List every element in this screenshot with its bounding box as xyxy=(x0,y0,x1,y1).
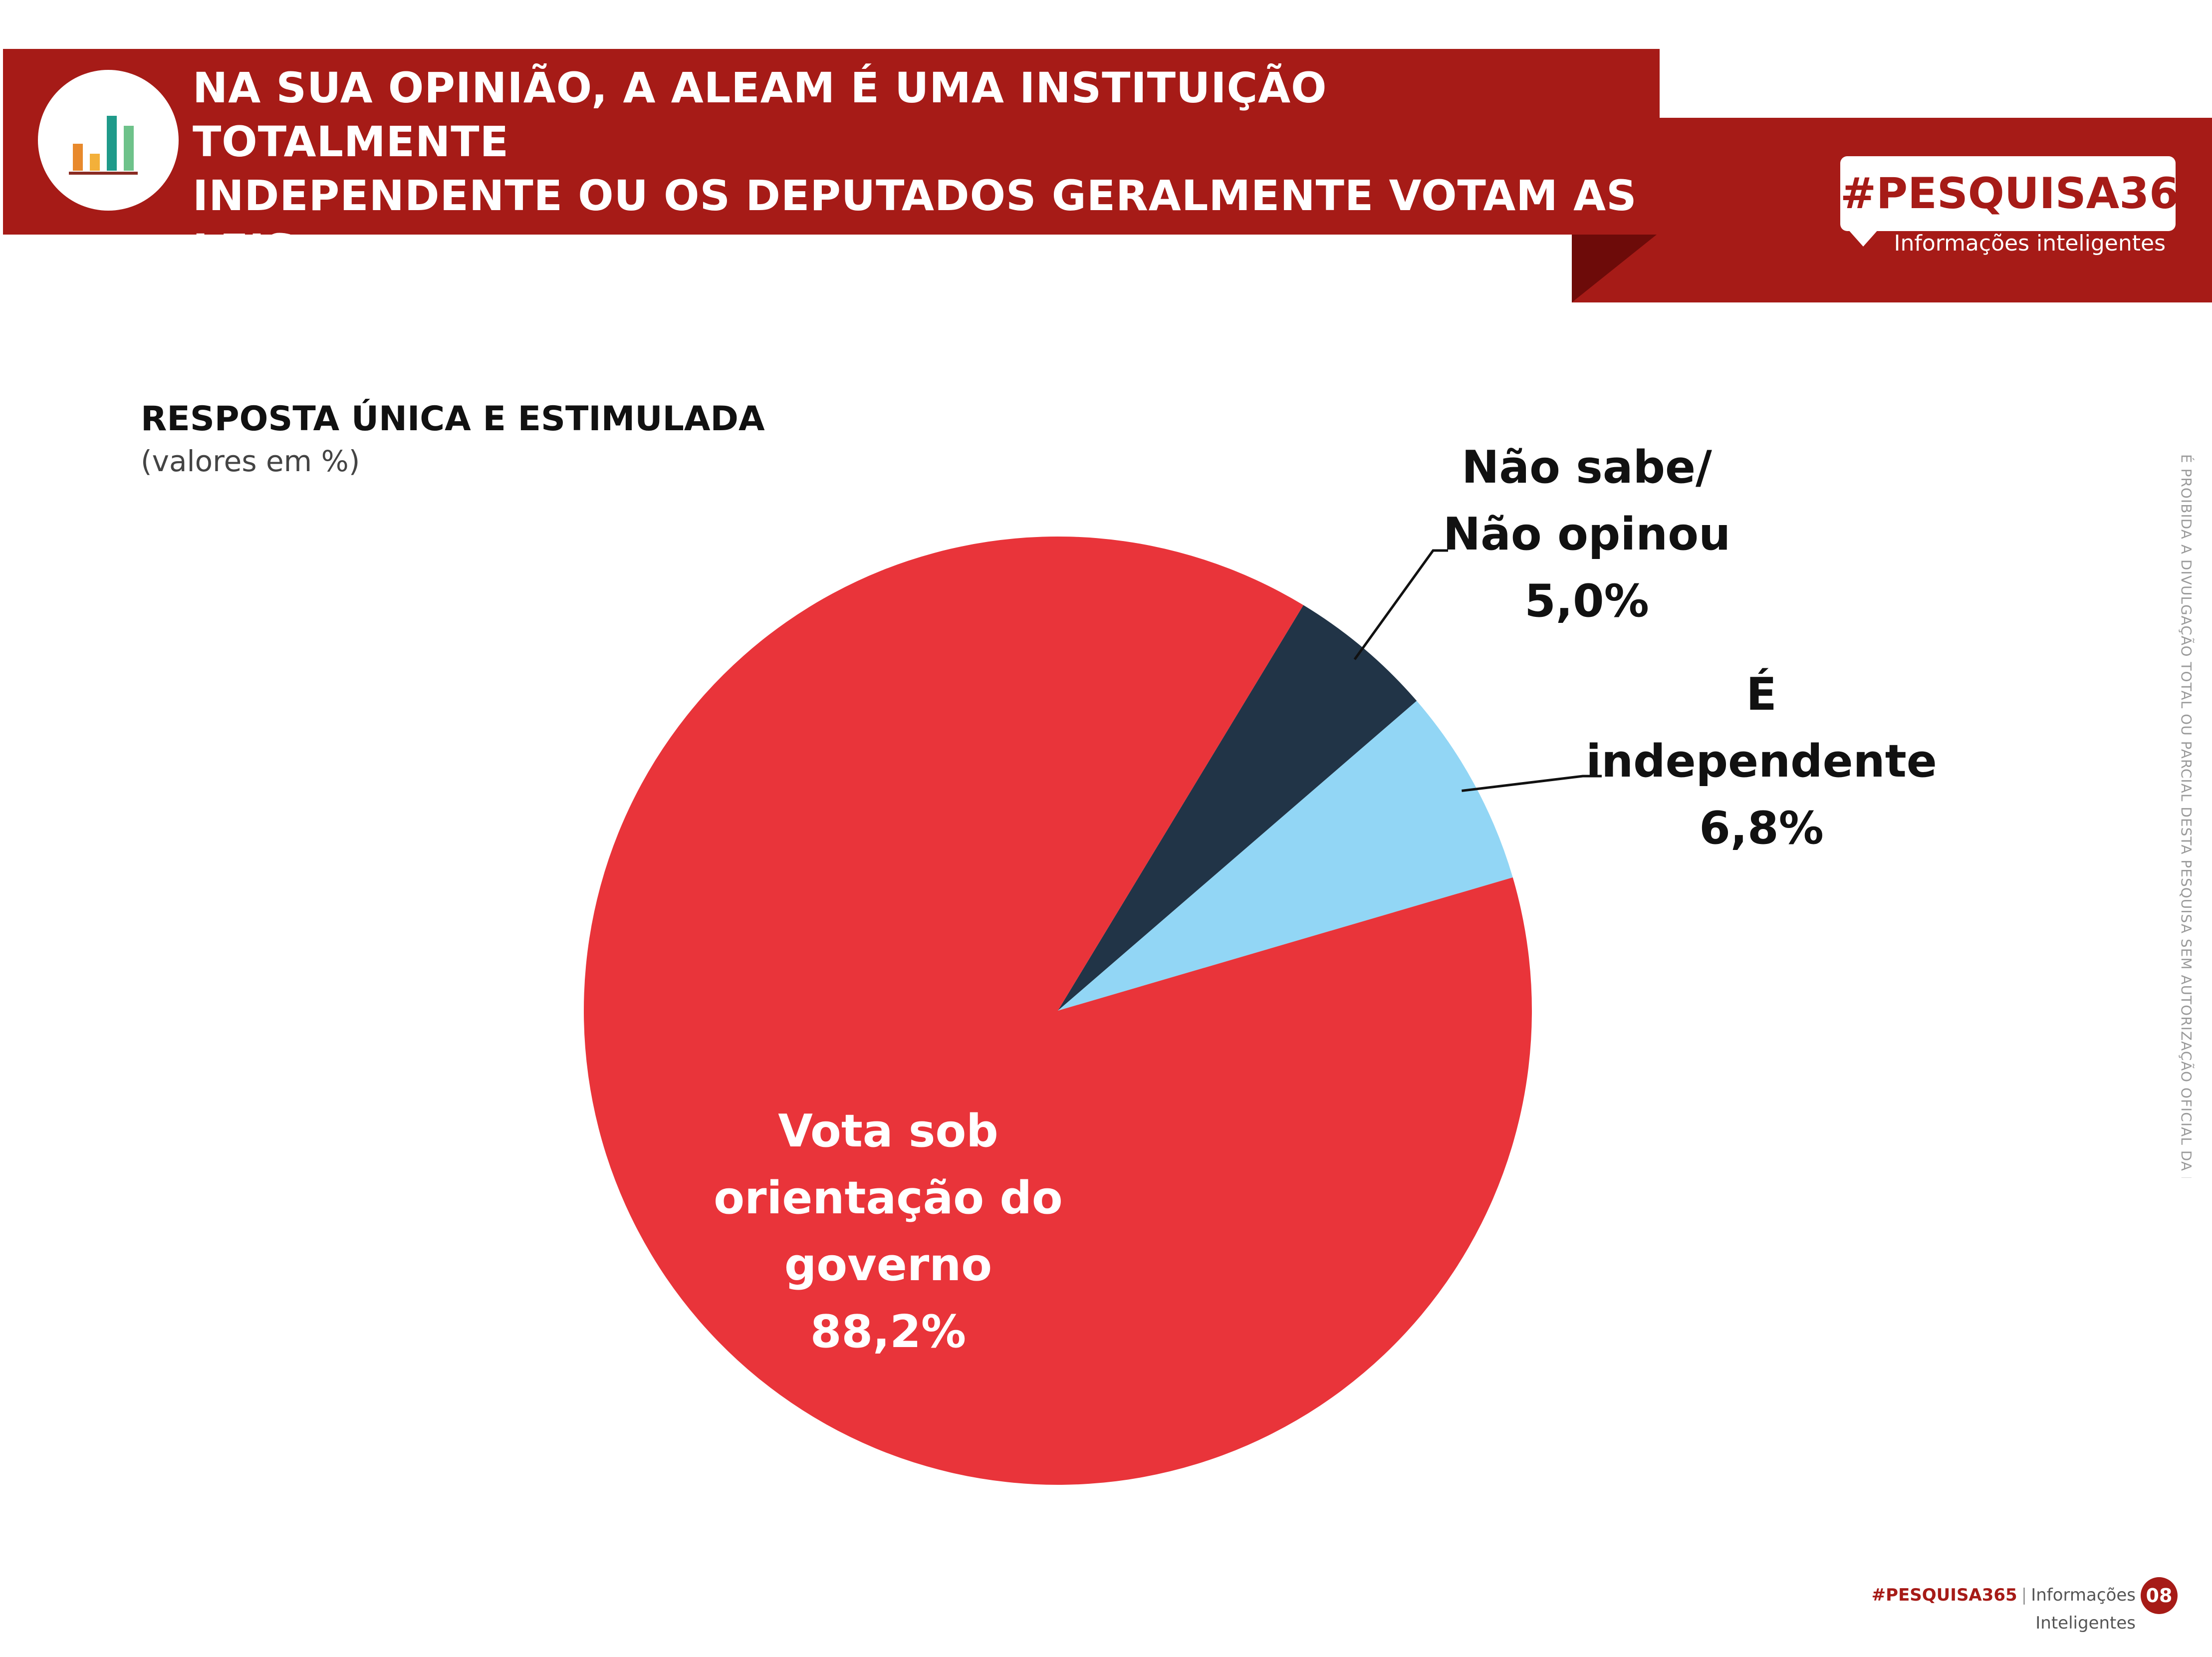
slice-label-line: governo xyxy=(784,1239,992,1291)
slice-label-line: orientação do xyxy=(714,1172,1063,1224)
chart-unit-note: (valores em %) xyxy=(141,444,360,478)
bar-chart-icon xyxy=(69,116,138,175)
question-line: SEGUINDO A ORIENTAÇÃO DO GOVERNO? xyxy=(193,279,1180,328)
question-line: INDEPENDENTE OU OS DEPUTADOS GERALMENTE … xyxy=(193,171,1637,274)
pie-slice xyxy=(1058,605,1417,1011)
header-band xyxy=(3,49,1660,235)
slice-label-line: Não sabe/ xyxy=(1462,441,1712,494)
pie-slice xyxy=(583,536,1532,1485)
brand-logo: #PESQUISA365 xyxy=(1840,169,2209,219)
footer: #PESQUISA365 | Informações Inteligentes xyxy=(1776,1581,2136,1637)
slice-label-independente: É independente 6,8% xyxy=(1562,661,1961,862)
slice-label-line: Não opinou xyxy=(1443,508,1731,560)
question-line: NA SUA OPINIÃO, A ALEAM É UMA INSTITUIÇÃ… xyxy=(193,63,1327,166)
pie-slice xyxy=(1058,701,1513,1011)
leader-line xyxy=(1462,775,1602,792)
header-fold xyxy=(1572,235,1657,302)
header-icon-circle xyxy=(38,70,179,211)
slice-value-label: 5,0% xyxy=(1524,575,1649,627)
question-title: NA SUA OPINIÃO, A ALEAM É UMA INSTITUIÇÃ… xyxy=(193,61,1640,330)
slice-label-nao-sabe: Não sabe/ Não opinou 5,0% xyxy=(1387,434,1786,635)
slice-label-line: Vota sob xyxy=(778,1105,998,1157)
footer-brand: #PESQUISA365 xyxy=(1871,1585,2017,1605)
leader-line xyxy=(1353,549,1448,660)
slice-label-line: independente xyxy=(1586,735,1937,788)
brand-bubble xyxy=(1840,156,2176,231)
footer-tagline: Informações Inteligentes xyxy=(2031,1585,2136,1633)
slice-label-vota: Vota sob orientação do governo 88,2% xyxy=(639,1098,1138,1366)
footer-separator: | xyxy=(2021,1585,2027,1605)
brand-bubble-tail xyxy=(1847,229,1879,247)
brand-tagline: Informações inteligentes xyxy=(1894,231,2166,256)
slice-value-label: 88,2% xyxy=(810,1306,967,1358)
page-number-badge: 08 xyxy=(2141,1577,2178,1614)
chart-subtitle: RESPOSTA ÚNICA E ESTIMULADA xyxy=(141,399,765,439)
legal-side-note: É PROIBIDA A DIVULGAÇÃO TOTAL OU PARCIAL… xyxy=(2178,454,2195,1178)
slice-value-label: 6,8% xyxy=(1699,802,1824,854)
slice-label-line: É xyxy=(1746,668,1777,721)
